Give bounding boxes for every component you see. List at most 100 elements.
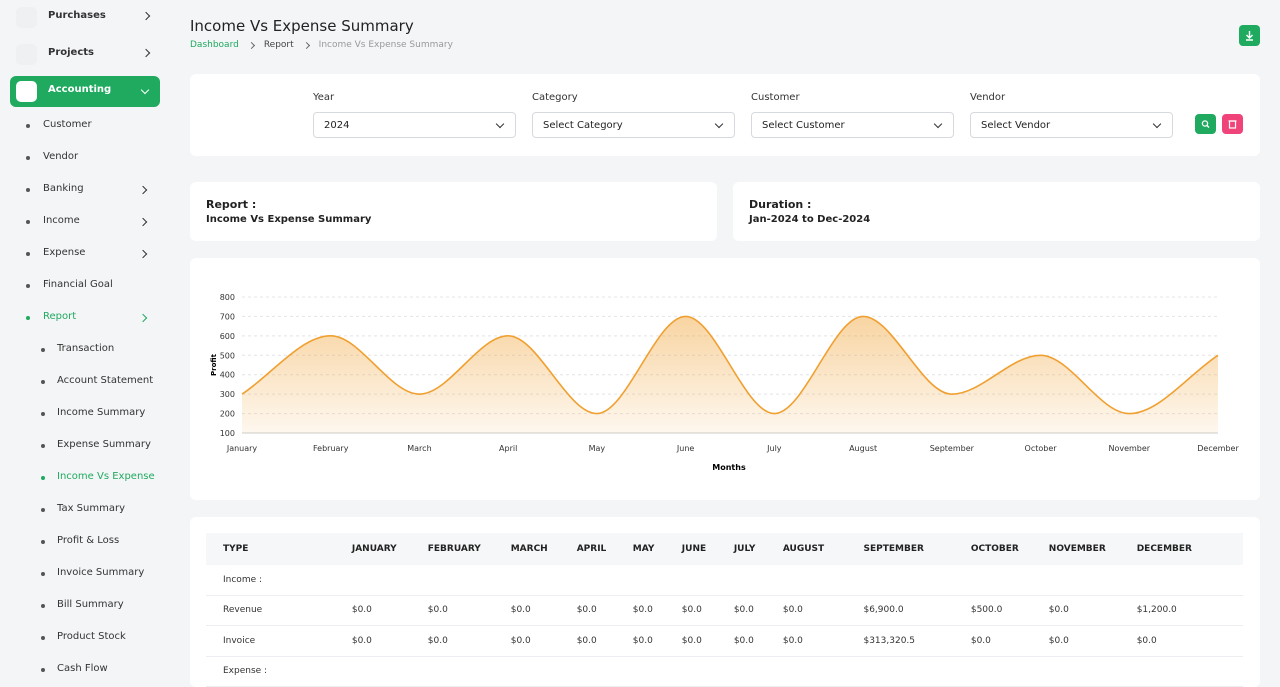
bullet — [41, 540, 45, 544]
report-value: Income Vs Expense Summary — [206, 214, 372, 225]
x-tick-label: March — [407, 444, 431, 453]
bullet — [41, 444, 45, 448]
y-tick-label: 800 — [220, 293, 235, 302]
nav-subitem[interactable]: Cash Flow — [57, 663, 108, 674]
download-button[interactable] — [1239, 25, 1260, 46]
duration-label: Duration : — [749, 198, 812, 211]
nav-subitem[interactable]: Profit & Loss — [57, 535, 120, 546]
nav-item[interactable]: Projects — [48, 47, 95, 58]
filter-select[interactable]: Select Category — [532, 112, 735, 138]
table-cell: $0.0 — [510, 625, 577, 657]
bullet — [26, 252, 30, 256]
x-tick-label: June — [676, 444, 695, 453]
table-cell: $0.0 — [351, 625, 428, 657]
table-cell: $0.0 — [576, 625, 633, 657]
nav-subitem[interactable]: Vendor — [43, 151, 79, 162]
nav-subitem[interactable]: Financial Goal — [43, 279, 113, 290]
table-cell: $0.0 — [681, 595, 734, 626]
x-tick-label: December — [1197, 444, 1239, 453]
search-icon — [1201, 120, 1210, 128]
y-tick-label: 700 — [220, 312, 235, 321]
y-axis-label: Profit — [210, 353, 218, 376]
chevron — [141, 11, 151, 21]
nav-subitem[interactable]: Income — [43, 215, 80, 226]
bullet — [26, 220, 30, 224]
bullet — [41, 508, 45, 512]
bullet — [26, 316, 30, 320]
filter-label: Customer — [751, 92, 800, 103]
table-cell: $0.0 — [576, 595, 633, 626]
y-tick-label: 500 — [220, 351, 235, 360]
chart-card: 100 200 300 400 500 600 700 800 January February M… — [190, 258, 1260, 500]
nav-subitem[interactable]: Customer — [43, 119, 92, 130]
x-tick-label: November — [1108, 444, 1150, 453]
chevron — [141, 48, 151, 58]
column-header: AUGUST — [782, 533, 864, 565]
nav-item[interactable]: Purchases — [48, 10, 106, 21]
bullet — [26, 156, 30, 160]
column-header: JUNE — [681, 533, 734, 565]
nav-subitem[interactable]: Tax Summary — [57, 503, 126, 514]
column-header: JANUARY — [351, 533, 428, 565]
breadcrumb-item[interactable]: Dashboard — [190, 40, 239, 50]
x-tick-label: February — [313, 444, 349, 453]
summary-table: TYPE JANUARY FEBRUARY MARCH APRIL MAY JUNE JULY… — [206, 533, 1243, 687]
chevron — [138, 313, 148, 323]
bullet — [26, 124, 30, 128]
filter-label: Year — [313, 92, 335, 103]
column-header: APRIL — [576, 533, 633, 565]
nav-icon — [16, 44, 37, 65]
x-tick-label: July — [766, 444, 782, 453]
report-card: Report : Income Vs Expense Summary — [190, 182, 717, 241]
table-cell: $0.0 — [782, 625, 864, 657]
bullet — [41, 572, 45, 576]
nav-subitem[interactable]: Income Summary — [57, 407, 146, 418]
table-row: Expense : — [206, 656, 1243, 687]
table-cell: $0.0 — [427, 595, 511, 626]
bullet — [41, 476, 45, 480]
table-cell: $0.0 — [1048, 625, 1137, 657]
bullet — [41, 604, 45, 608]
filter-select[interactable]: Select Vendor — [970, 112, 1173, 138]
x-tick-label: April — [499, 444, 517, 453]
nav-subitem[interactable]: Expense Summary — [57, 439, 151, 450]
nav-subitem[interactable]: Product Stock — [57, 631, 126, 642]
search-button[interactable] — [1195, 114, 1216, 134]
filter-select[interactable]: Select Customer — [751, 112, 954, 138]
nav-subitem[interactable]: Expense — [43, 247, 86, 258]
y-tick-label: 400 — [220, 371, 235, 380]
nav-subitem[interactable]: Transaction — [57, 343, 115, 354]
table-cell: $0.0 — [782, 595, 864, 626]
bullet — [26, 188, 30, 192]
table-card: TYPE JANUARY FEBRUARY MARCH APRIL MAY JUNE JULY… — [190, 517, 1260, 687]
nav-item[interactable]: Accounting — [48, 84, 112, 95]
column-header: MARCH — [510, 533, 577, 565]
nav-subitem[interactable]: Report — [43, 311, 77, 322]
y-tick-label: 600 — [220, 332, 235, 341]
nav-subitem[interactable]: Banking — [43, 183, 84, 194]
breadcrumb-item: Income Vs Expense Summary — [318, 40, 453, 50]
breadcrumb-item: Report — [263, 40, 294, 50]
column-header: DECEMBER — [1136, 533, 1243, 565]
y-tick-label: 200 — [220, 410, 235, 419]
table-cell: $500.0 — [970, 595, 1049, 626]
bullet — [41, 668, 45, 672]
nav-subitem[interactable]: Bill Summary — [57, 599, 124, 610]
reset-button[interactable] — [1222, 114, 1243, 134]
table-cell: $0.0 — [1048, 595, 1137, 626]
y-tick-label: 100 — [220, 429, 235, 438]
nav-subitem[interactable]: Income Vs Expense — [57, 471, 155, 482]
column-header: NOVEMBER — [1048, 533, 1137, 565]
page-title: Income Vs Expense Summary — [190, 17, 414, 35]
nav-subitem[interactable]: Account Statement — [57, 375, 154, 386]
table-cell: $0.0 — [632, 595, 682, 626]
nav-subitem[interactable]: Invoice Summary — [57, 567, 145, 578]
table-row: Revenue $0.0 $0.0 $0.0 $0.0 $0.0 $0.0 $0.0 $0.0 $… — [206, 595, 1243, 626]
filter-select[interactable]: 2024 — [313, 112, 516, 138]
x-tick-label: September — [930, 444, 975, 453]
chevron — [138, 249, 148, 259]
table-row: Invoice $0.0 $0.0 $0.0 $0.0 $0.0 $0.0 $0.0 $0.0 $… — [206, 625, 1243, 657]
x-tick-label: August — [849, 444, 877, 453]
filter-card: Year 2024 Category Select Category Customer S… — [190, 74, 1260, 156]
breadcrumb-sep — [247, 41, 255, 49]
